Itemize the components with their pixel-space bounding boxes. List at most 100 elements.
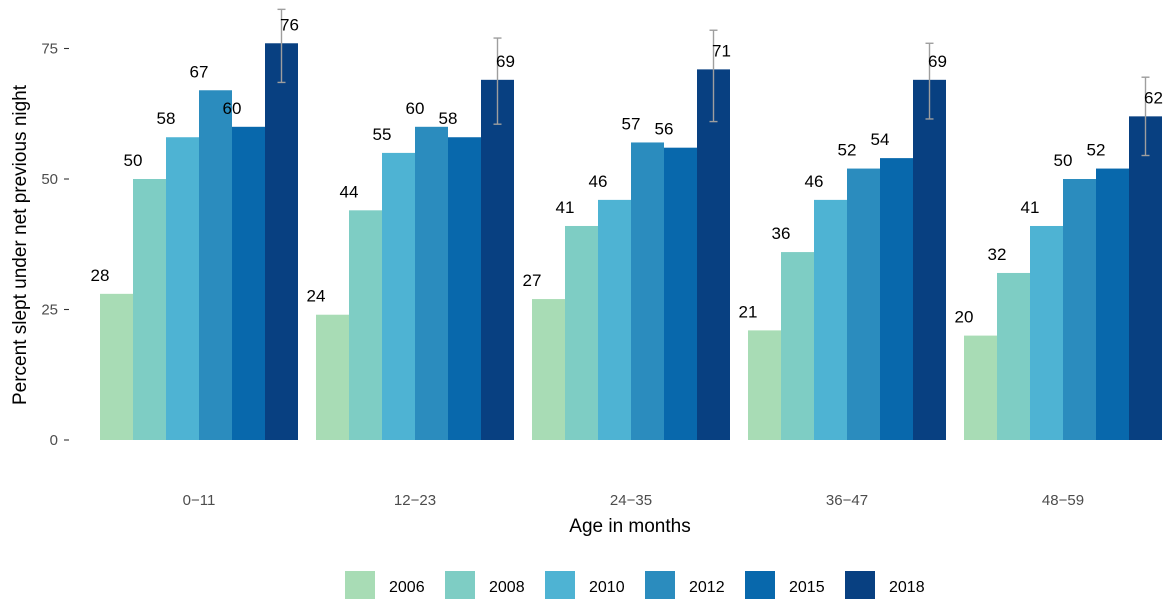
data-label-2010-24-35: 46 xyxy=(589,172,608,191)
data-label-2008-12-23: 44 xyxy=(340,182,359,201)
data-label-2012-36-47: 52 xyxy=(838,141,857,160)
bar-2012-36-47 xyxy=(847,168,880,440)
error-bar-2018-36-47 xyxy=(925,42,934,120)
data-label-2015-36-47: 54 xyxy=(871,130,890,149)
data-label-2018-24-35: 71 xyxy=(712,41,731,60)
data-label-2008-24-35: 41 xyxy=(556,198,575,217)
data-label-2006-24-35: 27 xyxy=(523,271,542,290)
data-label-2008-48-59: 32 xyxy=(988,245,1007,264)
legend-label-2012: 2012 xyxy=(689,579,725,596)
data-label-2015-24-35: 56 xyxy=(655,120,674,139)
error-bar-2018-48-59 xyxy=(1141,76,1150,157)
legend-swatch-2015 xyxy=(745,571,775,599)
data-label-2018-12-23: 69 xyxy=(496,52,515,71)
bar-2015-24-35 xyxy=(664,147,697,440)
bar-2010-48-59 xyxy=(1030,225,1063,440)
bar-2008-36-47 xyxy=(781,252,814,440)
error-bar-2018-24-35 xyxy=(709,29,718,123)
data-label-2012-48-59: 50 xyxy=(1054,151,1073,170)
legend-item-2010: 2010 xyxy=(545,571,625,599)
bar-2015-36-47 xyxy=(880,158,913,440)
bar-2008-0-11 xyxy=(133,179,166,440)
data-label-2015-48-59: 52 xyxy=(1087,141,1106,160)
bar-2012-24-35 xyxy=(631,142,664,440)
data-label-2010-0-11: 58 xyxy=(157,109,176,128)
bar-2012-12-23 xyxy=(415,126,448,441)
data-label-2010-12-23: 55 xyxy=(373,125,392,144)
legend-item-2006: 2006 xyxy=(345,571,425,599)
legend-swatch-2010 xyxy=(545,571,575,599)
error-bars-layer xyxy=(277,8,1150,157)
data-label-2015-0-11: 60 xyxy=(223,99,242,118)
error-bar-2018-12-23 xyxy=(493,37,502,125)
data-label-2012-0-11: 67 xyxy=(190,62,209,81)
x-tick-label-24-35: 24−35 xyxy=(610,492,652,509)
bar-2006-24-35 xyxy=(532,299,565,440)
bar-2010-0-11 xyxy=(166,137,199,441)
bar-2006-36-47 xyxy=(748,330,781,440)
x-tick-label-0-11: 0−11 xyxy=(183,492,216,509)
legend: 2006 2008 2010 2012 2015 2018 xyxy=(345,571,925,599)
bar-2010-12-23 xyxy=(382,152,415,440)
data-label-2008-36-47: 36 xyxy=(772,224,791,243)
bar-2008-12-23 xyxy=(349,210,382,440)
y-tick-label-50: 50 xyxy=(41,171,58,188)
data-label-2010-48-59: 41 xyxy=(1021,198,1040,217)
x-tick-label-36-47: 36−47 xyxy=(826,492,868,509)
legend-label-2010: 2010 xyxy=(589,579,625,596)
data-label-2012-24-35: 57 xyxy=(622,114,641,133)
data-label-2010-36-47: 46 xyxy=(805,172,824,191)
legend-swatch-2008 xyxy=(445,571,475,599)
bar-2008-24-35 xyxy=(565,225,598,440)
x-tick-label-48-59: 48−59 xyxy=(1042,492,1084,509)
bar-2006-48-59 xyxy=(964,335,997,440)
data-label-2018-0-11: 76 xyxy=(280,15,299,34)
data-label-2008-0-11: 50 xyxy=(124,151,143,170)
bar-2018-12-23 xyxy=(481,79,514,440)
data-label-2018-48-59: 62 xyxy=(1144,88,1163,107)
y-tick-label-75: 75 xyxy=(41,41,58,58)
bars-layer xyxy=(100,43,1162,441)
data-label-2012-12-23: 60 xyxy=(406,99,425,118)
data-label-2015-12-23: 58 xyxy=(439,109,458,128)
bar-2015-12-23 xyxy=(448,137,481,441)
bar-2018-36-47 xyxy=(913,79,946,440)
y-axis: 0 25 50 75 xyxy=(41,41,69,449)
x-axis: 0−11 12−23 24−35 36−47 48−59 xyxy=(183,492,1084,509)
data-label-2006-36-47: 21 xyxy=(739,302,758,321)
legend-label-2018: 2018 xyxy=(889,579,925,596)
data-labels-layer: 28 50 58 67 60 76 24 44 55 60 58 69 27 41 46 57 56 71 21 36… xyxy=(91,15,1163,326)
x-tick-label-12-23: 12−23 xyxy=(394,492,436,509)
y-tick-label-25: 25 xyxy=(41,302,58,319)
bar-2008-48-59 xyxy=(997,272,1030,440)
data-label-2006-48-59: 20 xyxy=(955,308,974,327)
data-label-2018-36-47: 69 xyxy=(928,52,947,71)
bar-2010-36-47 xyxy=(814,199,847,440)
bar-2010-24-35 xyxy=(598,199,631,440)
bar-2012-48-59 xyxy=(1063,179,1096,440)
legend-item-2008: 2008 xyxy=(445,571,525,599)
legend-swatch-2012 xyxy=(645,571,675,599)
bar-2015-0-11 xyxy=(232,126,265,441)
error-bar-2018-0-11 xyxy=(277,8,286,84)
legend-swatch-2006 xyxy=(345,571,375,599)
bar-2006-0-11 xyxy=(100,293,133,440)
legend-item-2015: 2015 xyxy=(745,571,825,599)
bar-2018-0-11 xyxy=(265,43,298,440)
bar-2018-24-35 xyxy=(697,69,730,440)
legend-label-2008: 2008 xyxy=(489,579,525,596)
legend-item-2012: 2012 xyxy=(645,571,725,599)
bar-2018-48-59 xyxy=(1129,116,1162,441)
y-tick-label-0: 0 xyxy=(50,432,58,449)
legend-label-2015: 2015 xyxy=(789,579,825,596)
legend-swatch-2018 xyxy=(845,571,875,599)
bar-2015-48-59 xyxy=(1096,168,1129,440)
legend-label-2006: 2006 xyxy=(389,579,425,596)
legend-item-2018: 2018 xyxy=(845,571,925,599)
y-axis-title: Percent slept under net previous night xyxy=(10,84,31,405)
bar-2006-12-23 xyxy=(316,314,349,440)
bar-2012-0-11 xyxy=(199,90,232,440)
data-label-2006-0-11: 28 xyxy=(91,266,110,285)
data-label-2006-12-23: 24 xyxy=(307,287,326,306)
